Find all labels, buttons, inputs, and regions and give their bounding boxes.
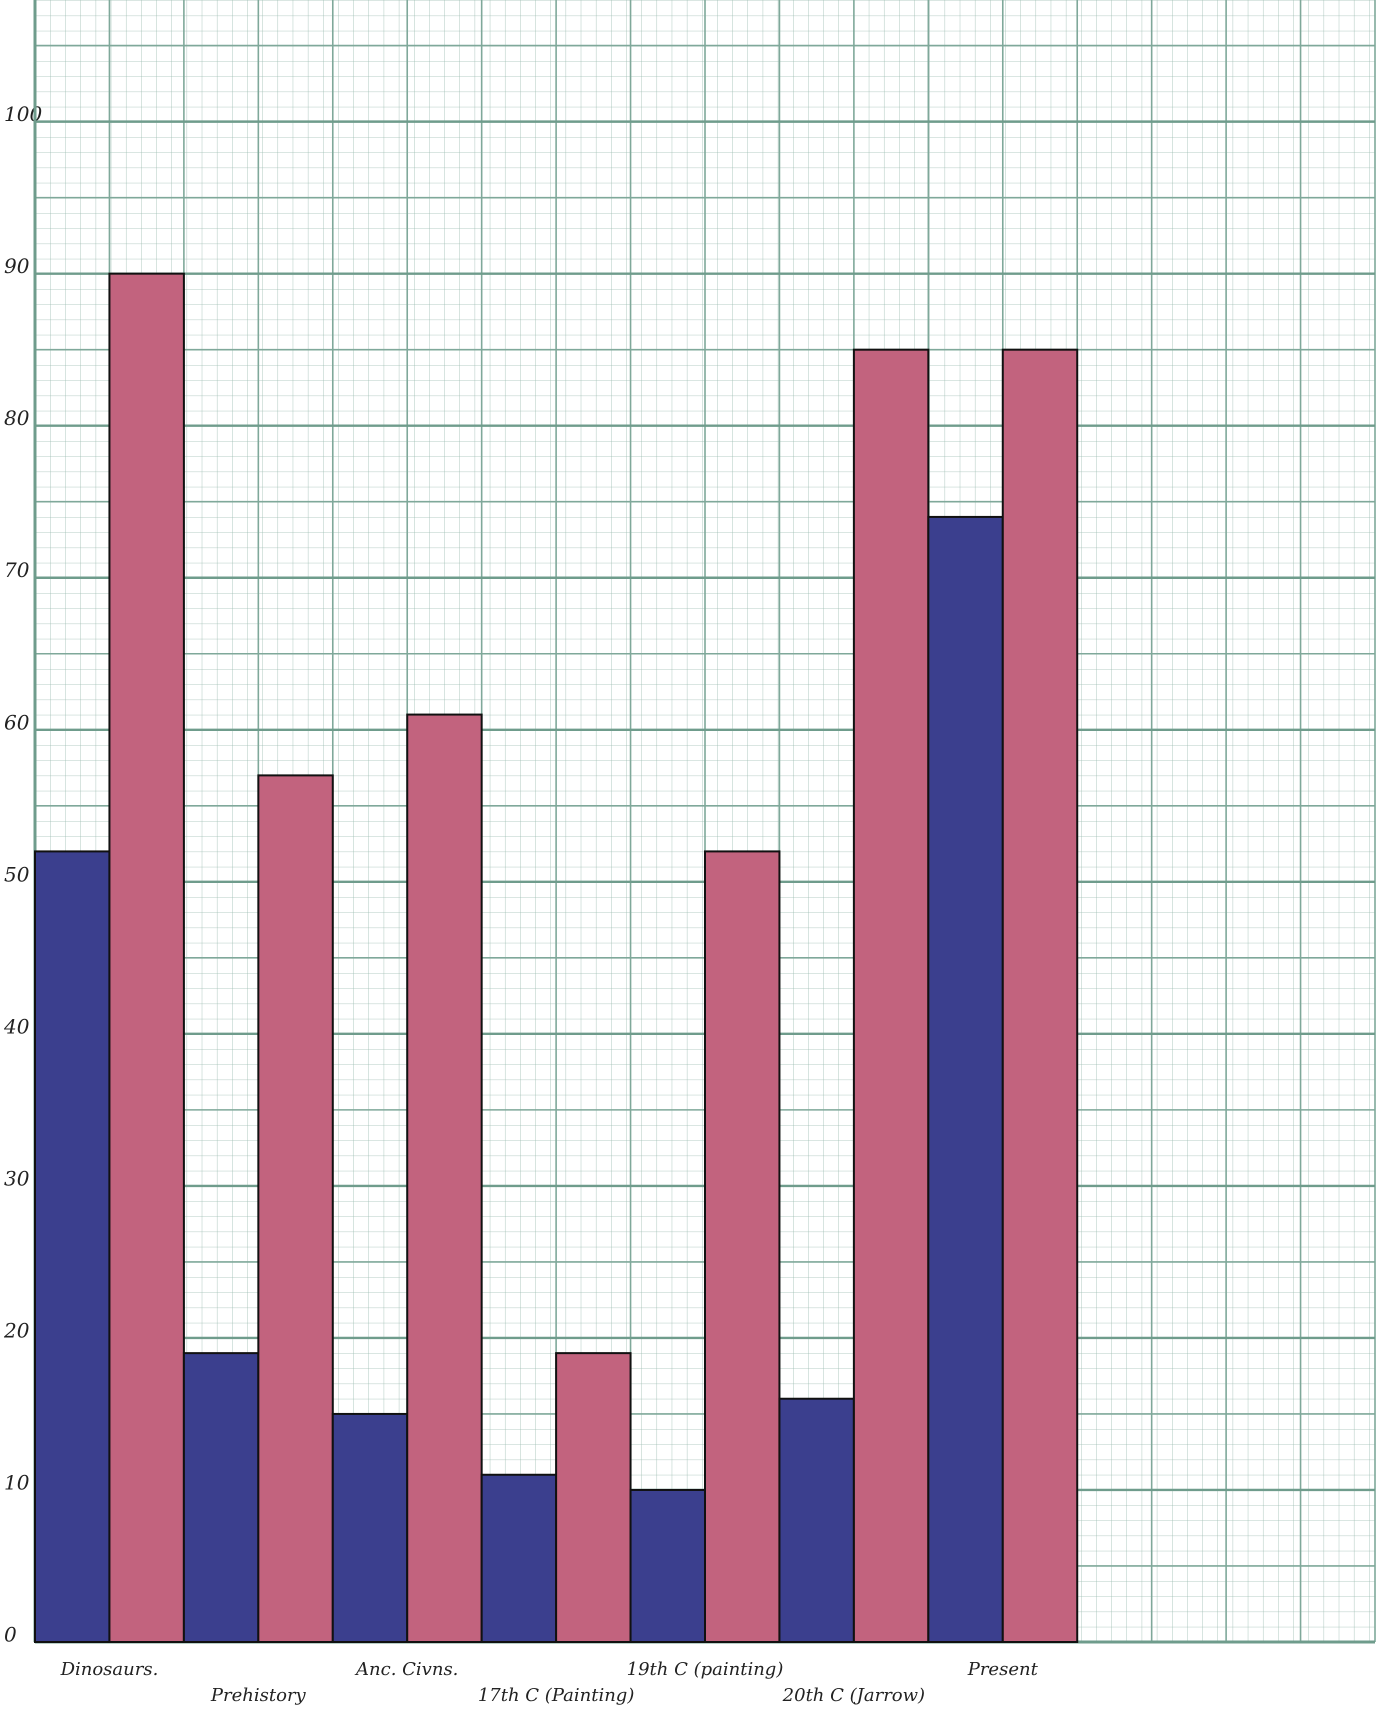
bar [257, 774, 334, 1643]
bar [1001, 348, 1079, 1643]
y-tick-label: 30 [4, 1166, 30, 1190]
y-tick-label: 80 [4, 406, 30, 430]
bar [331, 1412, 409, 1644]
y-tick-label: 50 [4, 862, 30, 886]
bar [852, 348, 930, 1643]
x-tick-label: 17th C (Painting) [478, 1685, 634, 1706]
x-tick-label: 20th C (Jarrow) [782, 1685, 925, 1706]
bar [108, 272, 185, 1644]
x-tick-label: Present [967, 1659, 1039, 1680]
x-tick-label: 19th C (painting) [627, 1659, 784, 1680]
bar [480, 1473, 558, 1644]
bar [34, 850, 111, 1643]
bar [778, 1397, 855, 1643]
bar [629, 1488, 706, 1644]
x-tick-label: Prehistory [210, 1685, 307, 1706]
y-tick-label: 70 [4, 558, 30, 582]
y-tick-label: 10 [4, 1470, 30, 1494]
y-tick-label: 20 [3, 1318, 30, 1342]
y-tick-label: 60 [4, 710, 30, 734]
x-tick-label: Dinosaurs. [60, 1659, 159, 1680]
y-tick-label: 90 [4, 254, 30, 278]
bar [406, 713, 483, 1643]
bar [182, 1352, 260, 1643]
x-tick-label: Anc. Civns. [354, 1659, 458, 1680]
y-tick-label: 100 [4, 102, 42, 126]
bar [555, 1352, 632, 1643]
bar [927, 515, 1004, 1643]
y-tick-label: 0 [4, 1623, 17, 1647]
bar [704, 850, 781, 1643]
y-tick-label: 40 [3, 1014, 30, 1038]
